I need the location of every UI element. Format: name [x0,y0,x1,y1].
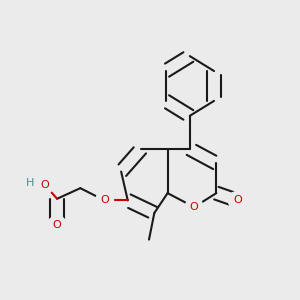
Text: O: O [190,202,199,212]
Circle shape [185,198,203,216]
Circle shape [96,191,113,209]
Text: O: O [100,195,109,206]
Text: O: O [233,195,242,206]
Text: O: O [53,220,62,230]
Text: H: H [26,178,34,188]
Circle shape [48,216,66,234]
Circle shape [228,191,246,209]
Text: O: O [40,180,49,190]
Circle shape [36,176,54,194]
